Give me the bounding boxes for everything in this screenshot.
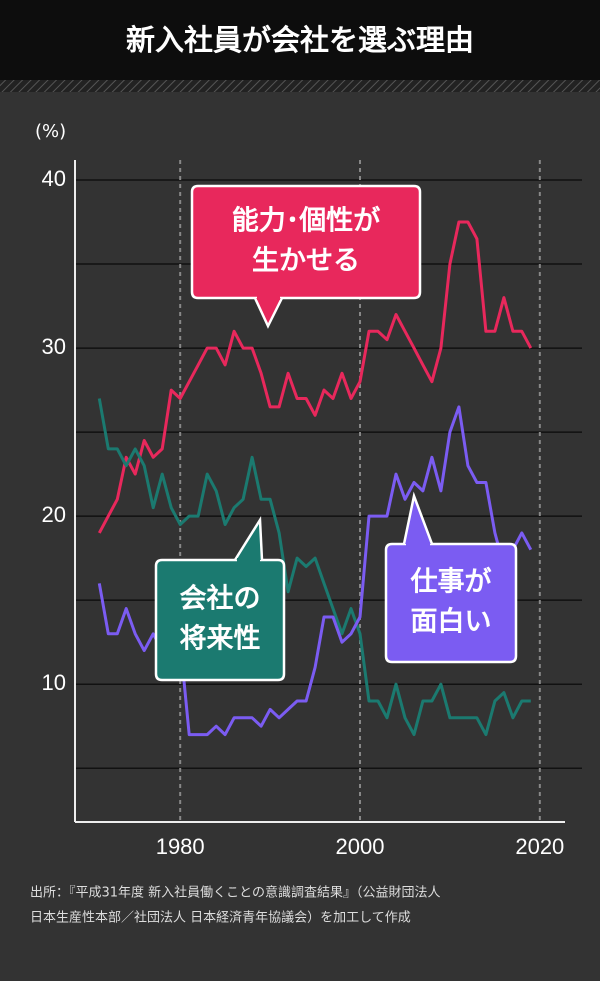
series-label: 能力･個性が (232, 205, 381, 237)
series-label: 面白い (411, 606, 492, 638)
chart-title: 新入社員が会社を選ぶ理由 (126, 23, 474, 57)
series-line (97, 220, 533, 534)
callout-pointer (233, 515, 264, 561)
series-line (97, 398, 531, 737)
y-unit: (%) (35, 121, 66, 142)
source: 日本生産性本部／社団法人 日本経済青年協議会）を加工して作成 (30, 910, 411, 926)
source: 出所：『平成31年度 新入社員働くことの意識調査結果』（公益財団法人 (30, 885, 441, 901)
callout-pointer (402, 491, 434, 545)
series-label: 会社の (180, 583, 261, 615)
x-tick-label: 2000 (336, 834, 385, 859)
callout-box (384, 542, 518, 664)
callout-box (154, 558, 286, 682)
x-tick-label: 1980 (156, 834, 205, 859)
callout-pointer (253, 297, 284, 329)
title-bar (0, 0, 600, 80)
y-tick-label: 30 (42, 334, 66, 359)
y-tick-label: 20 (42, 502, 66, 527)
x-tick-label: 2020 (515, 834, 564, 859)
series-label: 仕事が (410, 566, 492, 598)
series-label: 将来性 (180, 624, 261, 655)
series-label: 生かせる (252, 246, 360, 277)
y-tick-label: 40 (42, 166, 66, 191)
y-tick-label: 10 (42, 670, 66, 695)
title-stripe (0, 80, 600, 92)
callout-box (190, 184, 422, 300)
